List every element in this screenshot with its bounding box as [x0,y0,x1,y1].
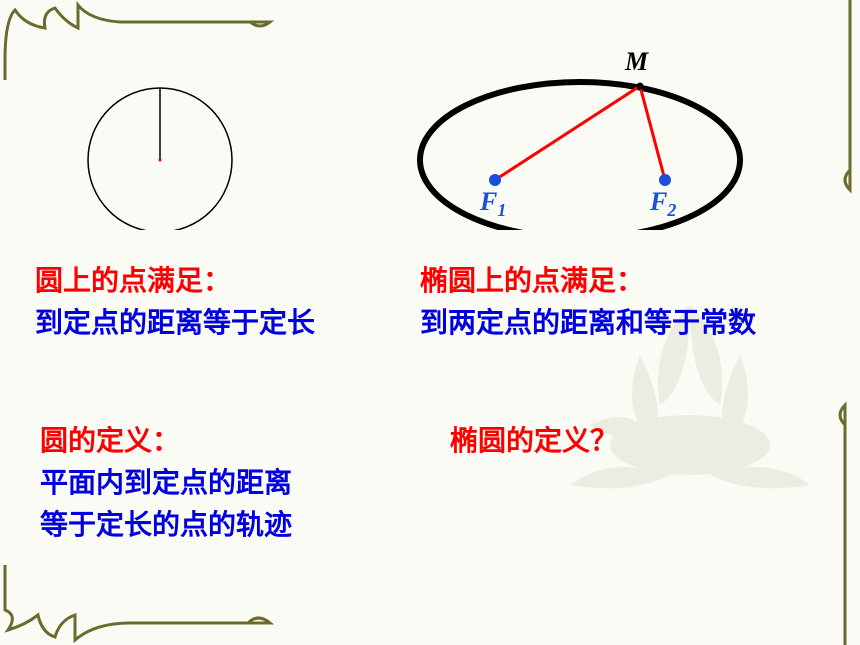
circle-def-block: 圆的定义： 平面内到定点的距离 等于定长的点的轨迹 [40,420,292,546]
circle-def-line2: 等于定长的点的轨迹 [40,504,292,546]
point-m-dot [637,83,644,90]
focus-f1-dot [489,174,501,186]
line-f2-m [640,86,665,180]
figures-svg: M F1 F2 [0,30,860,230]
ellipse-outline [420,82,740,230]
ellipse-def-title: 椭圆的定义？ [450,420,618,462]
ellipse-points-block: 椭圆上的点满足： 到两定点的距离和等于常数 [420,260,756,344]
ellipse-diagram: M F1 F2 [420,47,740,230]
label-m: M [624,47,649,76]
ellipse-points-title: 椭圆上的点满足： [420,260,756,302]
ellipse-def-block: 椭圆的定义？ [450,420,618,462]
circle-diagram [88,88,232,230]
circle-center-dot [159,159,162,162]
circle-points-block: 圆上的点满足： 到定点的距离等于定长 [35,260,315,344]
circle-points-desc: 到定点的距离等于定长 [35,302,315,344]
circle-points-title: 圆上的点满足： [35,260,315,302]
ellipse-points-desc: 到两定点的距离和等于常数 [420,302,756,344]
circle-def-title: 圆的定义： [40,420,292,462]
border-bottom-right [790,395,860,645]
circle-def-line1: 平面内到定点的距离 [40,462,292,504]
line-f1-m [495,86,640,180]
label-f2: F2 [649,187,676,220]
label-f1: F1 [479,187,506,220]
focus-f2-dot [659,174,671,186]
border-bottom-left [0,565,280,645]
